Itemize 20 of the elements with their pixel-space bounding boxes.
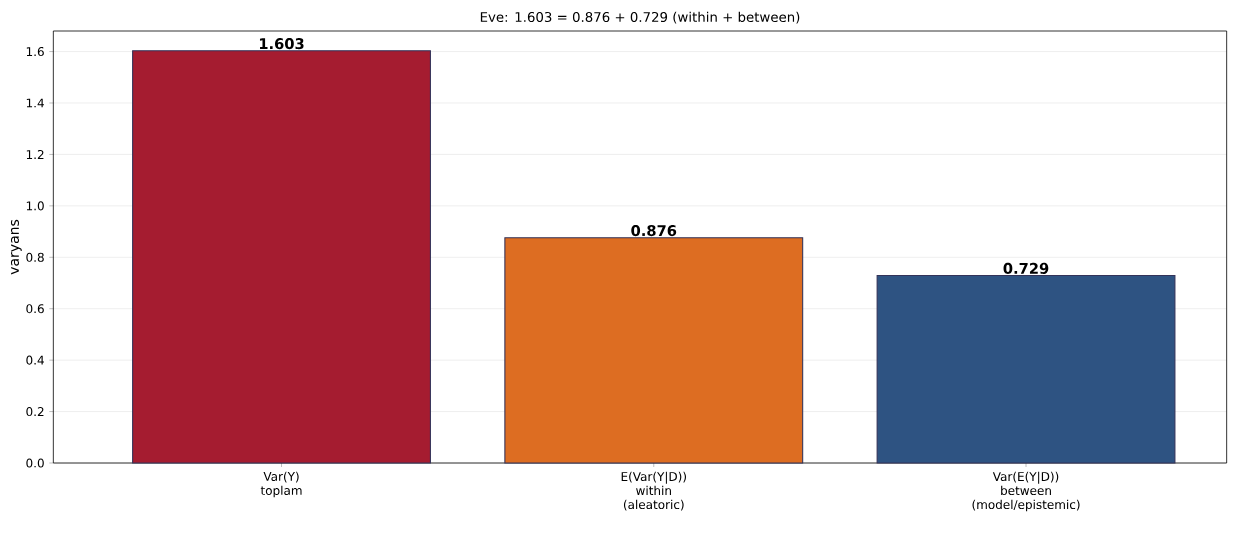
- data-label: 1.603: [259, 38, 304, 50]
- x-tick-label: Var(Y) toplam: [260, 471, 302, 498]
- y-axis-title: varyans: [10, 219, 22, 275]
- bar: [876, 275, 1176, 464]
- y-tick-label: 0.0: [26, 458, 44, 468]
- bar: [504, 237, 804, 464]
- y-tick-label: 0.6: [26, 304, 44, 314]
- bar: [132, 50, 431, 464]
- chart-title: Eve: 1.603 = 0.876 + 0.729 (within + between): [480, 11, 800, 24]
- y-tick-label: 1.4: [26, 98, 44, 108]
- y-tick-label: 0.4: [26, 355, 44, 365]
- data-label: 0.729: [1003, 262, 1049, 274]
- y-tick-label: 1.2: [26, 149, 44, 159]
- data-label: 0.876: [631, 225, 677, 237]
- y-tick-label: 1.6: [26, 47, 44, 57]
- y-tick-label: 0.8: [26, 252, 44, 262]
- x-tick-label: Var(E(Y|D)) between (model/epistemic): [972, 471, 1080, 512]
- y-tick-label: 0.2: [26, 407, 44, 417]
- x-tick-label: E(Var(Y|D)) within (aleatoric): [621, 471, 686, 511]
- y-tick-label: 1.0: [26, 201, 44, 211]
